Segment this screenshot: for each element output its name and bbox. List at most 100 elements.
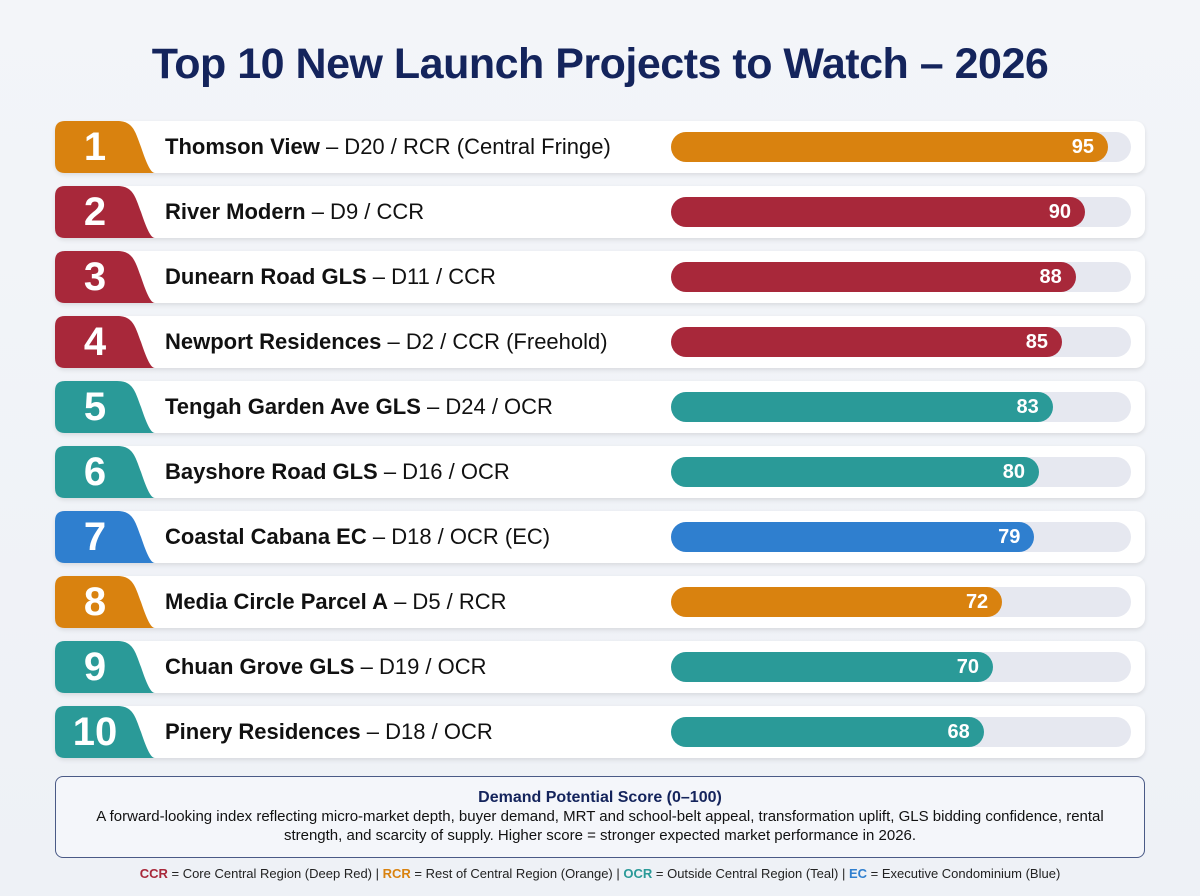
note-body: A forward-looking index reflecting micro… xyxy=(96,808,1104,844)
score-track: 85 xyxy=(671,327,1131,357)
legend-code: CCR xyxy=(139,866,168,881)
score-value: 88 xyxy=(1039,266,1062,288)
note-title: Demand Potential Score (0–100) xyxy=(478,789,722,806)
project-label: Bayshore Road GLS – D16 / OCR xyxy=(165,446,510,498)
legend-text: = Executive Condominium (Blue) xyxy=(867,866,1061,881)
rank-number: 3 xyxy=(83,255,107,299)
project-name: Coastal Cabana EC xyxy=(165,524,367,549)
legend-text: = Rest of Central Region (Orange) xyxy=(410,866,613,881)
rank-number: 10 xyxy=(72,710,118,754)
score-bar: 80 xyxy=(671,457,1039,487)
legend-code: OCR xyxy=(623,866,653,881)
rank-number: 1 xyxy=(83,125,107,169)
score-value: 79 xyxy=(998,526,1021,548)
score-track: 80 xyxy=(671,457,1131,487)
rank-badge: 8 xyxy=(55,576,155,628)
score-bar: 72 xyxy=(671,587,1003,617)
rank-badge: 1 xyxy=(55,121,155,173)
project-detail: – D19 / OCR xyxy=(354,654,487,679)
region-legend: CCR = Core Central Region (Deep Red) | R… xyxy=(0,866,1200,881)
legend-separator: | xyxy=(838,866,849,881)
legend-code: EC xyxy=(848,866,867,881)
score-bar: 88 xyxy=(671,262,1076,292)
legend-separator: | xyxy=(372,866,383,881)
rank-number: 8 xyxy=(83,580,107,624)
project-label: Thomson View – D20 / RCR (Central Fringe… xyxy=(165,121,611,173)
score-value: 68 xyxy=(947,721,970,743)
project-detail: – D16 / OCR xyxy=(377,459,510,484)
project-name: River Modern xyxy=(165,199,306,224)
score-value: 95 xyxy=(1071,136,1094,158)
score-track: 79 xyxy=(671,522,1131,552)
project-detail: – D9 / CCR xyxy=(305,199,425,224)
project-label: Media Circle Parcel A – D5 / RCR xyxy=(165,576,507,628)
score-value: 70 xyxy=(956,656,979,678)
score-bar: 70 xyxy=(671,652,993,682)
score-value: 90 xyxy=(1048,201,1071,223)
score-bar: 85 xyxy=(671,327,1062,357)
rank-number: 9 xyxy=(83,645,107,689)
legend-text: = Outside Central Region (Teal) xyxy=(652,866,839,881)
score-bar: 95 xyxy=(671,132,1108,162)
chart-title: Top 10 New Launch Projects to Watch – 20… xyxy=(151,40,1049,88)
score-bar: 83 xyxy=(671,392,1053,422)
score-track: 95 xyxy=(671,132,1131,162)
score-value: 72 xyxy=(965,591,989,613)
ranking-row: 9 Chuan Grove GLS – D19 / OCR 70 xyxy=(55,641,1145,693)
rank-badge: 10 xyxy=(55,706,155,758)
ranking-row: 4 Newport Residences – D2 / CCR (Freehold… xyxy=(55,316,1145,368)
ranking-row: 7 Coastal Cabana EC – D18 / OCR (EC) 79 xyxy=(55,511,1145,563)
rank-badge: 9 xyxy=(55,641,155,693)
score-track: 70 xyxy=(671,652,1131,682)
legend-text: = Core Central Region (Deep Red) xyxy=(167,866,373,881)
score-bar: 79 xyxy=(671,522,1035,552)
project-detail: – D2 / CCR (Freehold) xyxy=(381,329,608,354)
project-name: Thomson View xyxy=(165,134,320,159)
project-label: Dunearn Road GLS – D11 / CCR xyxy=(165,251,496,303)
rank-badge: 3 xyxy=(55,251,155,303)
rank-number: 2 xyxy=(83,190,107,234)
ranking-row: 1 Thomson View – D20 / RCR (Central Fring… xyxy=(55,121,1145,173)
project-detail: – D18 / OCR (EC) xyxy=(366,524,551,549)
legend-code: RCR xyxy=(382,866,411,881)
score-track: 72 xyxy=(671,587,1131,617)
rank-badge: 4 xyxy=(55,316,155,368)
rank-badge: 7 xyxy=(55,511,155,563)
project-name: Pinery Residences xyxy=(165,719,361,744)
rank-badge: 5 xyxy=(55,381,155,433)
score-bar: 68 xyxy=(671,717,984,747)
ranking-row: 10 Pinery Residences – D18 / OCR 68 xyxy=(55,706,1145,758)
ranking-row: 2 River Modern – D9 / CCR 90 xyxy=(55,186,1145,238)
project-name: Newport Residences xyxy=(165,329,382,354)
project-label: Newport Residences – D2 / CCR (Freehold) xyxy=(165,316,608,368)
project-detail: – D18 / OCR xyxy=(360,719,493,744)
project-detail: – D24 / OCR xyxy=(420,394,553,419)
ranking-row: 5 Tengah Garden Ave GLS – D24 / OCR 83 xyxy=(55,381,1145,433)
project-name: Dunearn Road GLS xyxy=(165,264,367,289)
score-value: 83 xyxy=(1016,396,1039,418)
ranking-row: 8 Media Circle Parcel A – D5 / RCR 72 xyxy=(55,576,1145,628)
ranking-row: 3 Dunearn Road GLS – D11 / CCR 88 xyxy=(55,251,1145,303)
rank-badge: 2 xyxy=(55,186,155,238)
project-detail: – D11 / CCR xyxy=(366,264,496,289)
project-name: Tengah Garden Ave GLS xyxy=(165,394,421,419)
project-label: Pinery Residences – D18 / OCR xyxy=(165,706,493,758)
project-label: River Modern – D9 / CCR xyxy=(165,186,424,238)
project-name: Chuan Grove GLS xyxy=(165,654,355,679)
score-bar: 90 xyxy=(671,197,1085,227)
score-value: 80 xyxy=(1002,461,1025,483)
rank-number: 6 xyxy=(83,450,107,494)
rank-badge: 6 xyxy=(55,446,155,498)
score-track: 90 xyxy=(671,197,1131,227)
project-name: Media Circle Parcel A xyxy=(165,589,388,614)
rank-number: 4 xyxy=(83,320,107,364)
score-track: 83 xyxy=(671,392,1131,422)
rank-number: 5 xyxy=(83,385,107,429)
rank-number: 7 xyxy=(83,515,107,559)
project-label: Coastal Cabana EC – D18 / OCR (EC) xyxy=(165,511,550,563)
project-label: Tengah Garden Ave GLS – D24 / OCR xyxy=(165,381,553,433)
ranking-row: 6 Bayshore Road GLS – D16 / OCR 80 xyxy=(55,446,1145,498)
legend-separator: | xyxy=(612,866,624,881)
score-track: 88 xyxy=(671,262,1131,292)
project-detail: – D5 / RCR xyxy=(387,589,507,614)
